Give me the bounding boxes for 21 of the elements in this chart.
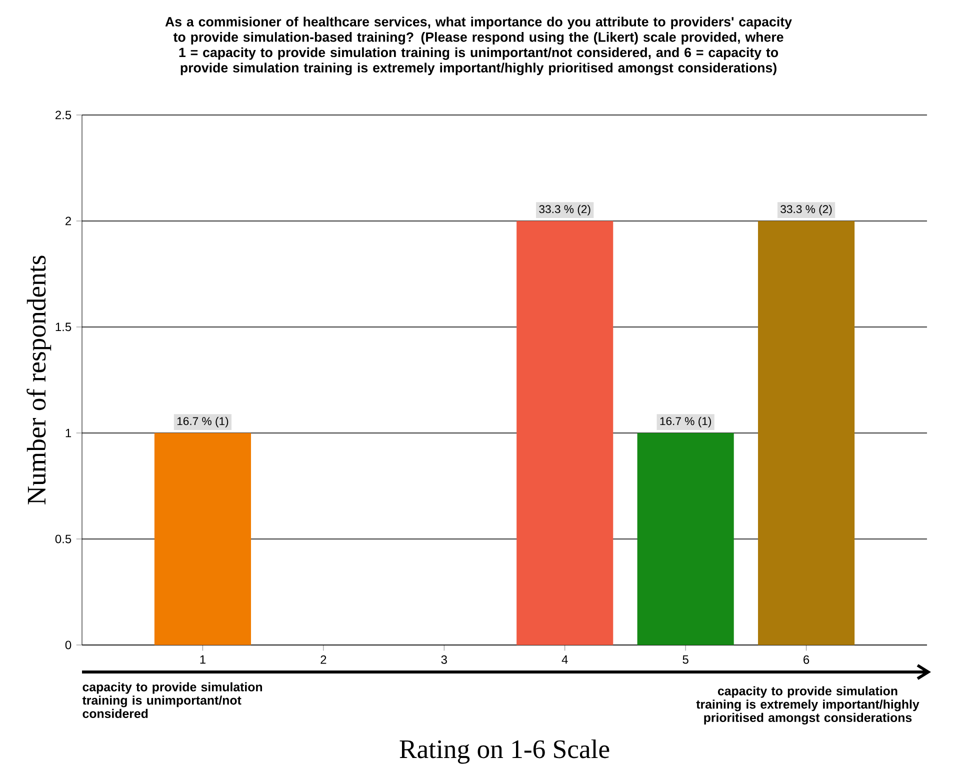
data-label: 16.7 % (1)	[660, 416, 711, 428]
y-tick-label: 1.5	[56, 322, 72, 332]
data-label: 16.7 % (1)	[177, 416, 228, 428]
x-tick-label: 4	[562, 655, 568, 664]
x-tick-label: 3	[441, 655, 447, 664]
x-tick-label: 2	[320, 655, 326, 664]
y-tick-label: 0.5	[55, 534, 72, 544]
y-tick-label: 1	[66, 428, 72, 438]
x-axis-title: Rating on 1-6 Scale	[400, 739, 610, 764]
y-tick-label: 2	[66, 216, 71, 226]
y-tick-label: 0	[65, 640, 72, 650]
x-tick-label: 6	[804, 655, 810, 664]
x-tick-label: 5	[682, 655, 688, 664]
data-label: 33.3 % (2)	[780, 204, 832, 216]
x-tick-label: 1	[200, 655, 206, 664]
data-label: 33.3 % (2)	[539, 204, 590, 216]
y-tick-label: 2.5	[56, 110, 72, 120]
y-axis-title: Number of respondents	[26, 256, 52, 504]
text: capacity to provide simulation training is unimportant/not considered	[82, 682, 262, 718]
text: capacity to provide simulation training is extremely important/highly prioritised amongst considerations	[696, 686, 920, 725]
chart-title: As a commisioner of healthcare services, what importance do you attribute to providers' capacity to provide simulation-based training? (Please respond using the (Likert) scale provided, where 1 = capacity to provide simulation training is unimportant/not considered, and 6 = capacity to provide simulation training is extremely important/highly prioritised amongst considerations)	[165, 16, 792, 76]
